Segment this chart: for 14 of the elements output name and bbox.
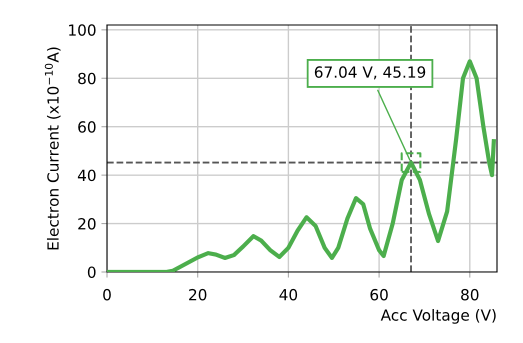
- y-tick-label: 40: [78, 170, 96, 182]
- x-tick-label: 20: [189, 288, 206, 300]
- y-tick-label: 100: [69, 24, 96, 36]
- x-tick-label: 80: [461, 288, 478, 300]
- x-tick-label: 60: [370, 288, 388, 300]
- annotation: 67.04 V, 45.19: [314, 66, 426, 80]
- x-axis-title: Acc Voltage (V): [380, 309, 496, 324]
- y-tick-label: 60: [78, 121, 96, 133]
- y-tick-label: 80: [78, 72, 96, 84]
- y-axis-title: Electron Current (x10$^{−10}$A): [44, 47, 61, 250]
- x-tick-label: 0: [103, 288, 111, 300]
- y-tick-label: 20: [78, 218, 96, 230]
- x-tick-label: 40: [279, 288, 298, 300]
- y-tick-label: 0: [88, 266, 96, 278]
